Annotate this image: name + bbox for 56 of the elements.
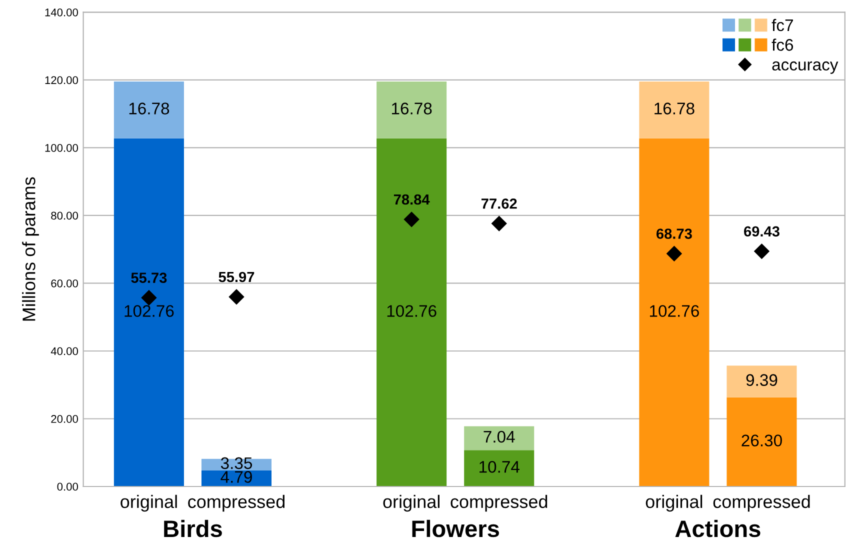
- bar: [376, 82, 447, 138]
- x-tick-label: original: [383, 494, 440, 512]
- bar: [726, 366, 797, 398]
- y-tick-label: 60.00: [51, 280, 78, 288]
- data-label: 26.30: [742, 434, 782, 446]
- data-label: 102.76: [650, 305, 699, 317]
- y-tick-label: 80.00: [51, 212, 78, 220]
- y-tick-label: 100.00: [45, 144, 78, 152]
- x-tick-label: compressed: [450, 494, 548, 512]
- x-tick-label: compressed: [188, 494, 285, 512]
- y-axis-title: Millions of params: [22, 177, 39, 321]
- text: Birds: [164, 520, 222, 538]
- data-label: 55.73: [131, 272, 167, 283]
- bar: [464, 426, 534, 450]
- data-label: 4.79: [220, 471, 252, 483]
- bar: [639, 82, 710, 138]
- legend-label: fc6: [772, 38, 794, 51]
- y-tick-label: 120.00: [45, 76, 78, 84]
- legend-label: accuracy: [772, 61, 838, 74]
- x-tick-label: original: [646, 494, 702, 512]
- bar: [114, 138, 184, 486]
- data-label: 78.84: [394, 194, 430, 205]
- bar: [726, 397, 797, 486]
- data-label: 16.78: [129, 102, 170, 114]
- data-label: 69.43: [744, 226, 780, 237]
- point: [228, 289, 244, 304]
- bar: [464, 450, 534, 486]
- data-label: 68.73: [656, 228, 692, 239]
- text: Actions: [675, 520, 760, 538]
- data-label: 16.78: [392, 102, 432, 114]
- x-tick-label: original: [120, 494, 177, 512]
- data-label: 102.76: [387, 305, 436, 317]
- bar: [376, 138, 447, 486]
- data-label: 3.35: [220, 457, 252, 470]
- point: [666, 246, 682, 262]
- data-label: 7.04: [484, 430, 515, 443]
- data-label: 10.74: [480, 460, 520, 473]
- point: [754, 244, 770, 259]
- data-label: 16.78: [654, 102, 694, 114]
- data-label: 9.39: [746, 374, 778, 386]
- data-label: 55.97: [218, 272, 254, 282]
- bar: [201, 458, 272, 470]
- bar: [114, 82, 184, 138]
- legend-label: fc7: [772, 18, 793, 32]
- point: [404, 212, 420, 227]
- text: Flowers: [412, 520, 499, 538]
- bar: [639, 138, 710, 486]
- point: [492, 216, 507, 232]
- y-tick-label: 0.00: [57, 482, 78, 491]
- y-tick-label: 140.00: [45, 8, 78, 16]
- x-tick-label: compressed: [713, 494, 810, 512]
- data-label: 77.62: [482, 198, 517, 209]
- point: [141, 290, 157, 306]
- data-label: 102.76: [124, 305, 174, 317]
- y-tick-label: 20.00: [51, 415, 78, 423]
- y-tick-label: 40.00: [50, 347, 78, 356]
